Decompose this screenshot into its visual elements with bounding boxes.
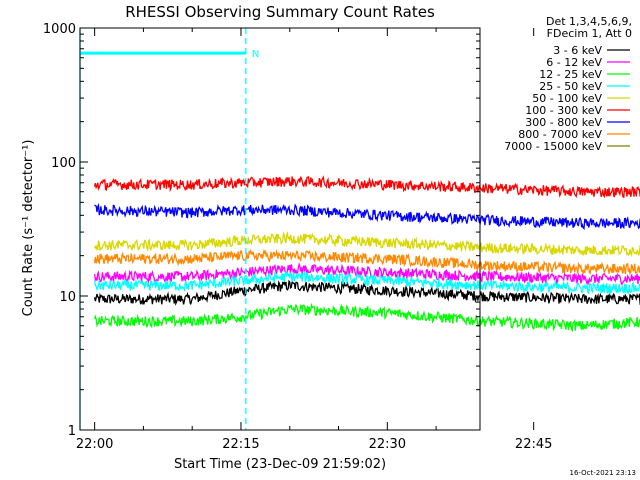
legend-label-1: 6 - 12 keV <box>546 56 602 69</box>
series-1-segment-0 <box>93 262 640 287</box>
legend-label-7: 800 - 7000 keV <box>518 128 602 141</box>
legend-label-2: 12 - 25 keV <box>539 68 602 81</box>
x-tick-label-1: 22:15 <box>222 437 259 452</box>
legend-label-6: 300 - 800 keV <box>525 116 602 129</box>
series-0-segment-0 <box>93 278 640 307</box>
legend-label-4: 50 - 100 keV <box>532 92 602 105</box>
y-tick-label-1: 10 <box>59 290 76 305</box>
series-3-segment-0 <box>93 269 640 295</box>
x-tick-label-0: 22:00 <box>76 437 113 452</box>
plot-frame <box>79 27 481 431</box>
legend-label-3: 25 - 50 keV <box>539 80 602 93</box>
series-5-segment-0 <box>93 175 640 199</box>
series-4-segment-0 <box>94 230 640 257</box>
x-axis-label: Start Time (23-Dec-09 21:59:02) <box>174 457 386 472</box>
plot-area: NS <box>79 28 640 430</box>
annotation-label-0: N <box>252 49 259 60</box>
y-tick-label-3: 1000 <box>43 22 76 37</box>
legend-header-line-1: Det 1,3,4,5,6,9, <box>546 15 632 28</box>
y-axis-label: Count Rate (s⁻¹ detector⁻¹) <box>21 140 36 317</box>
legend: Det 1,3,4,5,6,9, FDecim 1, Att 0 3 - 6 k… <box>504 15 632 153</box>
chart-title: RHESSI Observing Summary Count Rates <box>125 3 435 21</box>
y-tick-label-0: 1 <box>68 424 76 439</box>
legend-label-5: 100 - 300 keV <box>525 104 602 117</box>
series-7-segment-0 <box>93 248 640 276</box>
legend-header-line-2: FDecim 1, Att 0 <box>547 27 632 40</box>
y-tick-label-2: 100 <box>51 156 76 171</box>
x-tick-label-2: 22:30 <box>369 437 406 452</box>
legend-label-8: 7000 - 15000 keV <box>504 140 602 153</box>
axis-ticks: 22:0022:1522:3022:4523:0023:1523:3011010… <box>43 22 552 452</box>
legend-label-0: 3 - 6 keV <box>553 44 602 57</box>
series-2-segment-0 <box>93 302 640 333</box>
footer-timestamp: 16-Oct-2021 23:13 <box>570 469 636 477</box>
x-tick-label-3: 22:45 <box>515 437 552 452</box>
series-6-segment-0 <box>94 202 640 231</box>
